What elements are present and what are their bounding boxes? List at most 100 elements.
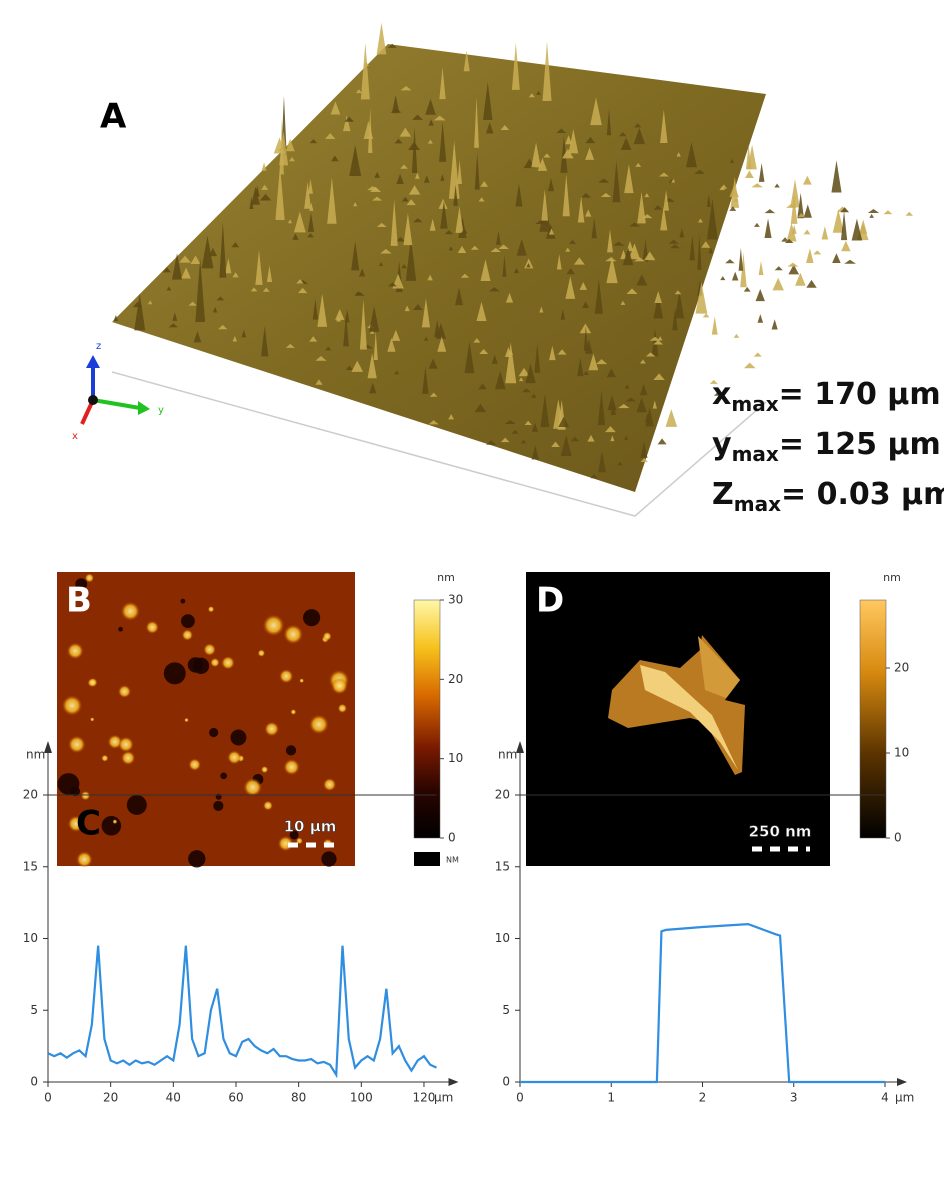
grain	[102, 816, 122, 836]
spike	[759, 261, 764, 275]
colorbar-unit: nm	[437, 571, 455, 584]
symbol: x	[712, 377, 731, 412]
y-tick-label: 15	[495, 859, 510, 873]
colorbar-tick-label: 20	[894, 661, 909, 675]
x-tick-label: 3	[790, 1091, 798, 1105]
x-axis-label: µm	[895, 1091, 914, 1105]
y-tick-label: 5	[502, 1003, 510, 1017]
grain	[230, 730, 246, 746]
dimension: Zmax= 0.03 μm	[712, 477, 944, 516]
spike	[869, 214, 874, 218]
grain	[263, 615, 285, 637]
grain	[284, 759, 300, 775]
profile-line	[48, 946, 437, 1075]
subscript: max	[734, 492, 781, 516]
spike	[804, 204, 812, 217]
grain	[227, 750, 241, 764]
grain	[127, 795, 147, 815]
grain	[291, 709, 297, 715]
spike	[759, 163, 765, 182]
panel-label: E	[536, 804, 559, 844]
grain	[221, 656, 234, 669]
grain	[331, 678, 348, 695]
spike	[795, 273, 806, 286]
grain	[323, 632, 332, 641]
grain	[113, 819, 118, 824]
grain	[182, 629, 193, 640]
spike	[831, 160, 841, 192]
grain	[264, 722, 279, 737]
spike	[803, 176, 812, 185]
grain	[121, 751, 135, 765]
spike	[832, 253, 841, 263]
grain	[209, 728, 218, 737]
grain	[283, 625, 303, 645]
colorbar-tick-label: 10	[894, 746, 909, 760]
grain	[90, 717, 94, 721]
spike	[754, 352, 762, 356]
y-axis-label: nm	[26, 748, 45, 762]
spike	[772, 319, 778, 329]
subscript: max	[732, 442, 779, 466]
spike	[720, 276, 725, 280]
grain	[101, 755, 108, 762]
x-tick-label: 0	[516, 1091, 524, 1105]
dimensions: xmax= 170 μm ymax= 125 μm Zmax= 0.03 μm	[712, 377, 944, 516]
colorbar-tick-label: 0	[894, 831, 902, 845]
x-tick-label: 100	[350, 1091, 373, 1105]
x-tick-label: 0	[44, 1091, 52, 1105]
x-tick-label: 60	[228, 1091, 243, 1105]
legend-label: NM	[446, 856, 459, 865]
spike	[822, 226, 829, 239]
spike	[758, 314, 764, 323]
value: = 0.03 μm	[781, 477, 944, 512]
origin	[88, 395, 98, 405]
grain	[299, 678, 304, 683]
grain	[62, 695, 82, 715]
scale-bar-label: 10 μm	[284, 818, 337, 836]
spike	[813, 250, 821, 254]
axis-label: x	[72, 431, 78, 442]
spike	[377, 23, 387, 55]
spike	[262, 162, 267, 170]
scale-bar-label: 250 nm	[749, 823, 812, 841]
spike	[703, 313, 710, 317]
y-tick-label: 10	[23, 931, 38, 945]
grain	[76, 851, 92, 867]
grain	[184, 718, 188, 722]
spike	[745, 170, 754, 178]
y-tick-label: 0	[30, 1075, 38, 1089]
spike	[756, 289, 765, 301]
grain	[243, 778, 261, 796]
grain	[303, 609, 320, 626]
z-head	[86, 355, 100, 368]
grain	[210, 658, 219, 667]
panel-label: D	[536, 581, 564, 621]
colorbar-tick-label: 10	[448, 751, 463, 765]
axis-triad: z y x	[72, 341, 164, 442]
spike	[744, 363, 756, 369]
grain	[188, 850, 205, 867]
spike	[751, 183, 763, 187]
grain	[220, 772, 227, 779]
grain	[309, 715, 329, 735]
y-head	[138, 401, 150, 415]
spike	[844, 260, 856, 264]
panel-label: A	[100, 97, 127, 137]
grain	[189, 759, 201, 771]
spike	[905, 212, 913, 216]
x-tick-label: 1	[607, 1091, 615, 1105]
grain	[279, 669, 293, 683]
figure: A z y x xmax= 170 μm ymax= 125 μm Zmax= …	[0, 0, 944, 1180]
grain	[181, 614, 195, 628]
grain	[261, 766, 268, 773]
subscript: max	[731, 392, 778, 416]
y-tick-label: 20	[23, 788, 38, 802]
colorbar-tick-label: 30	[448, 593, 463, 607]
value: = 125 μm	[779, 427, 941, 462]
spike	[859, 219, 867, 234]
spike	[772, 278, 784, 291]
spike	[868, 209, 879, 213]
spike	[734, 334, 740, 338]
grain	[118, 627, 123, 632]
